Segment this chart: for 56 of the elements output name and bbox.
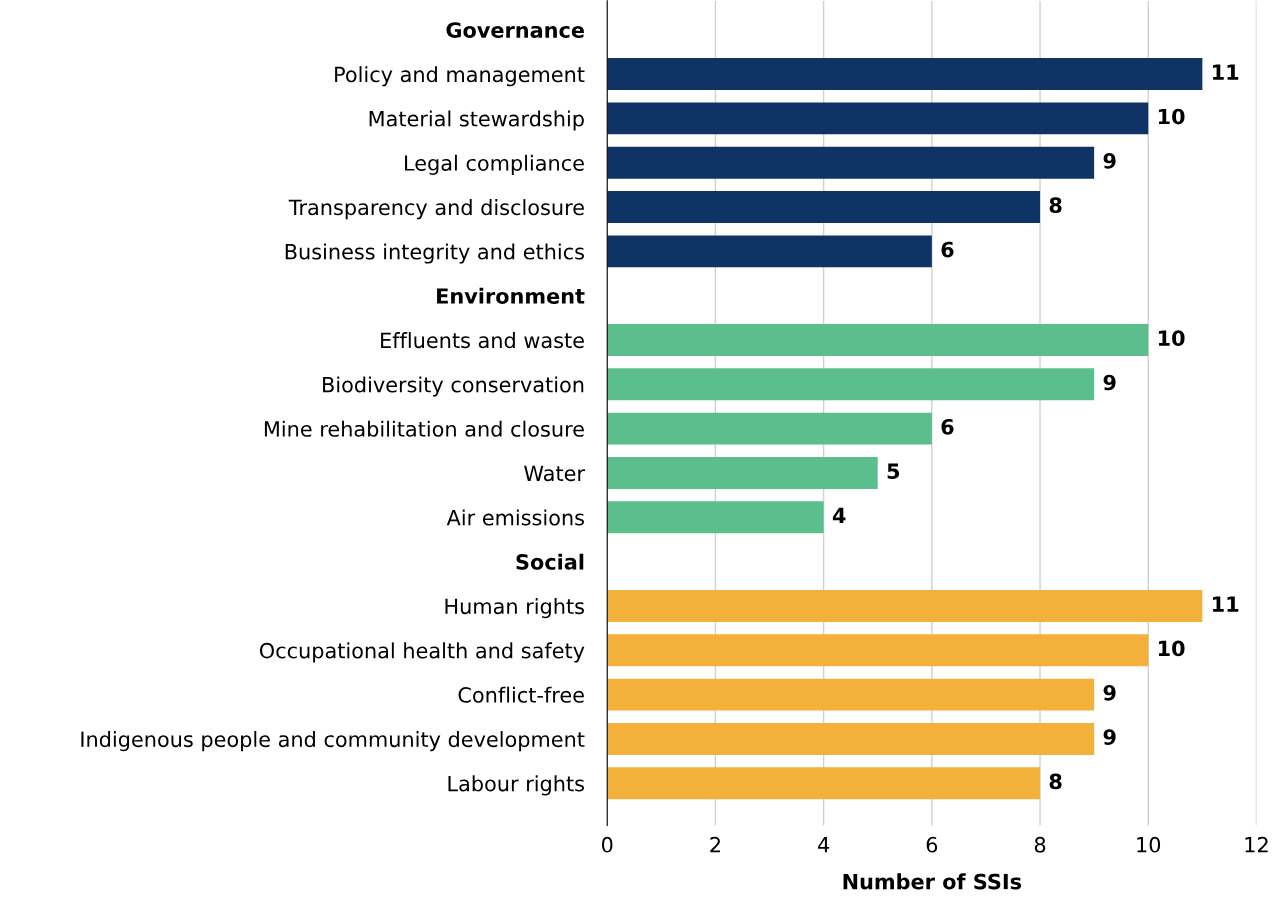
data-label: 9 bbox=[1103, 729, 1116, 745]
y-tick-label: Policy and management bbox=[335, 66, 585, 87]
data-label: 4 bbox=[832, 507, 846, 524]
y-tick-label: Governance bbox=[446, 22, 584, 38]
data-label: 10 bbox=[1158, 640, 1185, 657]
bar bbox=[607, 501, 824, 534]
bar bbox=[607, 634, 1149, 667]
y-tick-label: Occupational health and safety bbox=[259, 642, 585, 663]
y-tick-label: Environment bbox=[437, 287, 585, 304]
x-tick-label: 8 bbox=[1034, 836, 1046, 853]
y-tick-label: Human rights bbox=[445, 598, 584, 619]
y-tick-label: Social bbox=[516, 553, 584, 570]
x-axis-title: Number of SSIs bbox=[843, 873, 1022, 890]
data-label: 5 bbox=[887, 463, 900, 480]
bar bbox=[607, 146, 1095, 179]
data-label: 9 bbox=[1103, 684, 1116, 701]
x-tick-label: 6 bbox=[926, 836, 938, 853]
data-label: 9 bbox=[1103, 374, 1116, 391]
y-tick-label: Labour rights bbox=[448, 775, 584, 796]
bar bbox=[607, 368, 1095, 401]
data-label: 6 bbox=[941, 241, 954, 258]
data-label: 10 bbox=[1158, 108, 1185, 125]
data-label: 6 bbox=[941, 418, 954, 435]
bar bbox=[607, 457, 878, 489]
y-tick-label: Legal compliance bbox=[405, 154, 584, 175]
x-tick-label: 10 bbox=[1137, 836, 1161, 853]
y-tick-label: Air emissions bbox=[446, 509, 584, 526]
x-tick-label: 0 bbox=[601, 836, 613, 853]
data-label: 11 bbox=[1213, 64, 1239, 80]
bar bbox=[607, 191, 1041, 223]
data-label: 9 bbox=[1103, 153, 1116, 169]
y-tick-label: Business integrity and ethics bbox=[285, 243, 584, 264]
x-tick-label: 2 bbox=[710, 836, 720, 853]
bar bbox=[607, 767, 1041, 800]
bar bbox=[607, 412, 932, 445]
bar bbox=[607, 235, 932, 268]
y-tick-label: Indigenous people and community development bbox=[81, 731, 585, 752]
x-tick-label: 4 bbox=[818, 837, 830, 853]
y-tick-label: Mine rehabilitation and closure bbox=[264, 420, 584, 437]
bar bbox=[607, 58, 1203, 90]
bar bbox=[607, 589, 1203, 622]
data-label: 11 bbox=[1213, 596, 1239, 612]
y-tick-label: Material stewardship bbox=[369, 110, 584, 131]
bar bbox=[607, 324, 1149, 356]
bar bbox=[607, 102, 1149, 135]
y-tick-label: Conflict-free bbox=[458, 686, 584, 703]
data-label: 8 bbox=[1049, 773, 1062, 790]
y-tick-label: Transparency and disclosure bbox=[288, 199, 584, 220]
y-tick-label: Biodiversity conservation bbox=[323, 376, 584, 397]
y-tick-label: Water bbox=[524, 465, 585, 482]
bar bbox=[607, 678, 1095, 711]
data-label: 10 bbox=[1158, 330, 1185, 347]
bar bbox=[607, 722, 1095, 755]
data-label: 8 bbox=[1049, 197, 1062, 214]
y-tick-label: Effluents and waste bbox=[381, 332, 584, 349]
x-tick-label: 12 bbox=[1245, 836, 1268, 853]
